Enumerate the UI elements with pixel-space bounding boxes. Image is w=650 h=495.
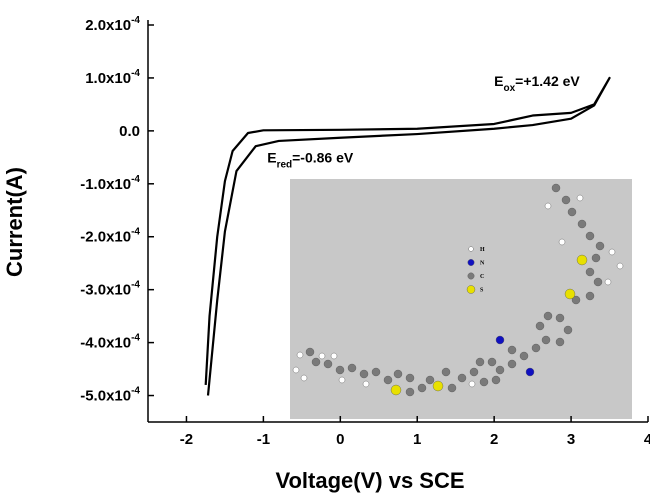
atom (526, 368, 534, 376)
atom (592, 254, 600, 262)
atom (496, 366, 504, 374)
atom (458, 374, 466, 382)
atom (492, 376, 500, 384)
atom (578, 220, 586, 228)
annotation-text: =+1.42 eV (515, 73, 580, 89)
y-axis-title: Current(A) (2, 167, 27, 277)
atom (480, 378, 488, 386)
atom (586, 292, 594, 300)
y-tick-label: 0.0 (119, 123, 140, 140)
atom (469, 381, 475, 387)
atom (297, 352, 303, 358)
atom (609, 249, 615, 255)
x-tick-label: 2 (490, 431, 498, 448)
atom (496, 336, 504, 344)
atom (319, 353, 325, 359)
atom (532, 344, 540, 352)
y-tick-label: -4.0x10-4 (80, 333, 140, 352)
atom (545, 203, 551, 209)
atom (293, 367, 299, 373)
atom (442, 368, 450, 376)
atom (562, 196, 570, 204)
atom (301, 375, 307, 381)
atom (372, 368, 380, 376)
atom (312, 358, 320, 366)
atom (426, 376, 434, 384)
annotation-sub: red (277, 160, 293, 171)
y-tick-label: -2.0x10-4 (80, 227, 140, 246)
y-tick-label: -1.0x10-4 (80, 174, 140, 193)
atom (418, 384, 426, 392)
atom (363, 381, 369, 387)
legend-label: C (480, 274, 484, 280)
atom (470, 368, 478, 376)
annotation-sub: ox (503, 83, 515, 94)
atom (596, 242, 604, 250)
y-tick-label: 2.0x10-4 (85, 15, 140, 34)
x-tick-label: 3 (567, 431, 575, 448)
annotation: Ered=-0.86 eV (267, 150, 354, 171)
atom (406, 374, 414, 382)
legend-label: H (480, 247, 485, 253)
annotation: Eox=+1.42 eV (494, 73, 580, 94)
x-tick-label: -1 (257, 431, 270, 448)
atom (577, 195, 583, 201)
atom (331, 353, 337, 359)
atom (339, 377, 345, 383)
legend-atom (469, 247, 474, 252)
atom (384, 376, 392, 384)
atom (544, 312, 552, 320)
atom (556, 338, 564, 346)
atom (605, 279, 611, 285)
atom (336, 366, 344, 374)
x-tick-label: -2 (180, 431, 193, 448)
chart: Voltage(V) vs SCE Current(A) HNCS2.0x10-… (0, 0, 650, 495)
atom (617, 263, 623, 269)
atom (433, 381, 443, 391)
annotation-base: E (267, 150, 276, 166)
atom (476, 358, 484, 366)
legend-atom (468, 273, 474, 279)
atom (536, 322, 544, 330)
atom (508, 360, 516, 368)
annotation-text: =-0.86 eV (292, 150, 354, 166)
atom (568, 208, 576, 216)
atom (448, 384, 456, 392)
atom (394, 370, 402, 378)
x-tick-label: 4 (644, 431, 650, 448)
atom (348, 364, 356, 372)
atom (324, 360, 332, 368)
atom (564, 326, 572, 334)
atom (488, 358, 496, 366)
atom (391, 385, 401, 395)
y-tick-label: -3.0x10-4 (80, 280, 140, 299)
atom (559, 239, 565, 245)
x-tick-label: 0 (336, 431, 344, 448)
atom (577, 255, 587, 265)
atom (586, 268, 594, 276)
atom (556, 314, 564, 322)
legend-atom (467, 286, 475, 294)
atom (406, 388, 414, 396)
annotation-base: E (494, 73, 503, 89)
atom (594, 278, 602, 286)
legend-label: N (480, 261, 485, 267)
atom (508, 346, 516, 354)
x-axis-title: Voltage(V) vs SCE (275, 468, 464, 493)
legend-atom (468, 259, 474, 265)
y-tick-label: 1.0x10-4 (85, 68, 140, 87)
atom (360, 370, 368, 378)
atom (565, 289, 575, 299)
atom (520, 352, 528, 360)
atom (542, 336, 550, 344)
atom (306, 348, 314, 356)
y-tick-label: -5.0x10-4 (80, 386, 140, 405)
atom (552, 184, 560, 192)
atom (586, 232, 594, 240)
x-tick-label: 1 (413, 431, 421, 448)
